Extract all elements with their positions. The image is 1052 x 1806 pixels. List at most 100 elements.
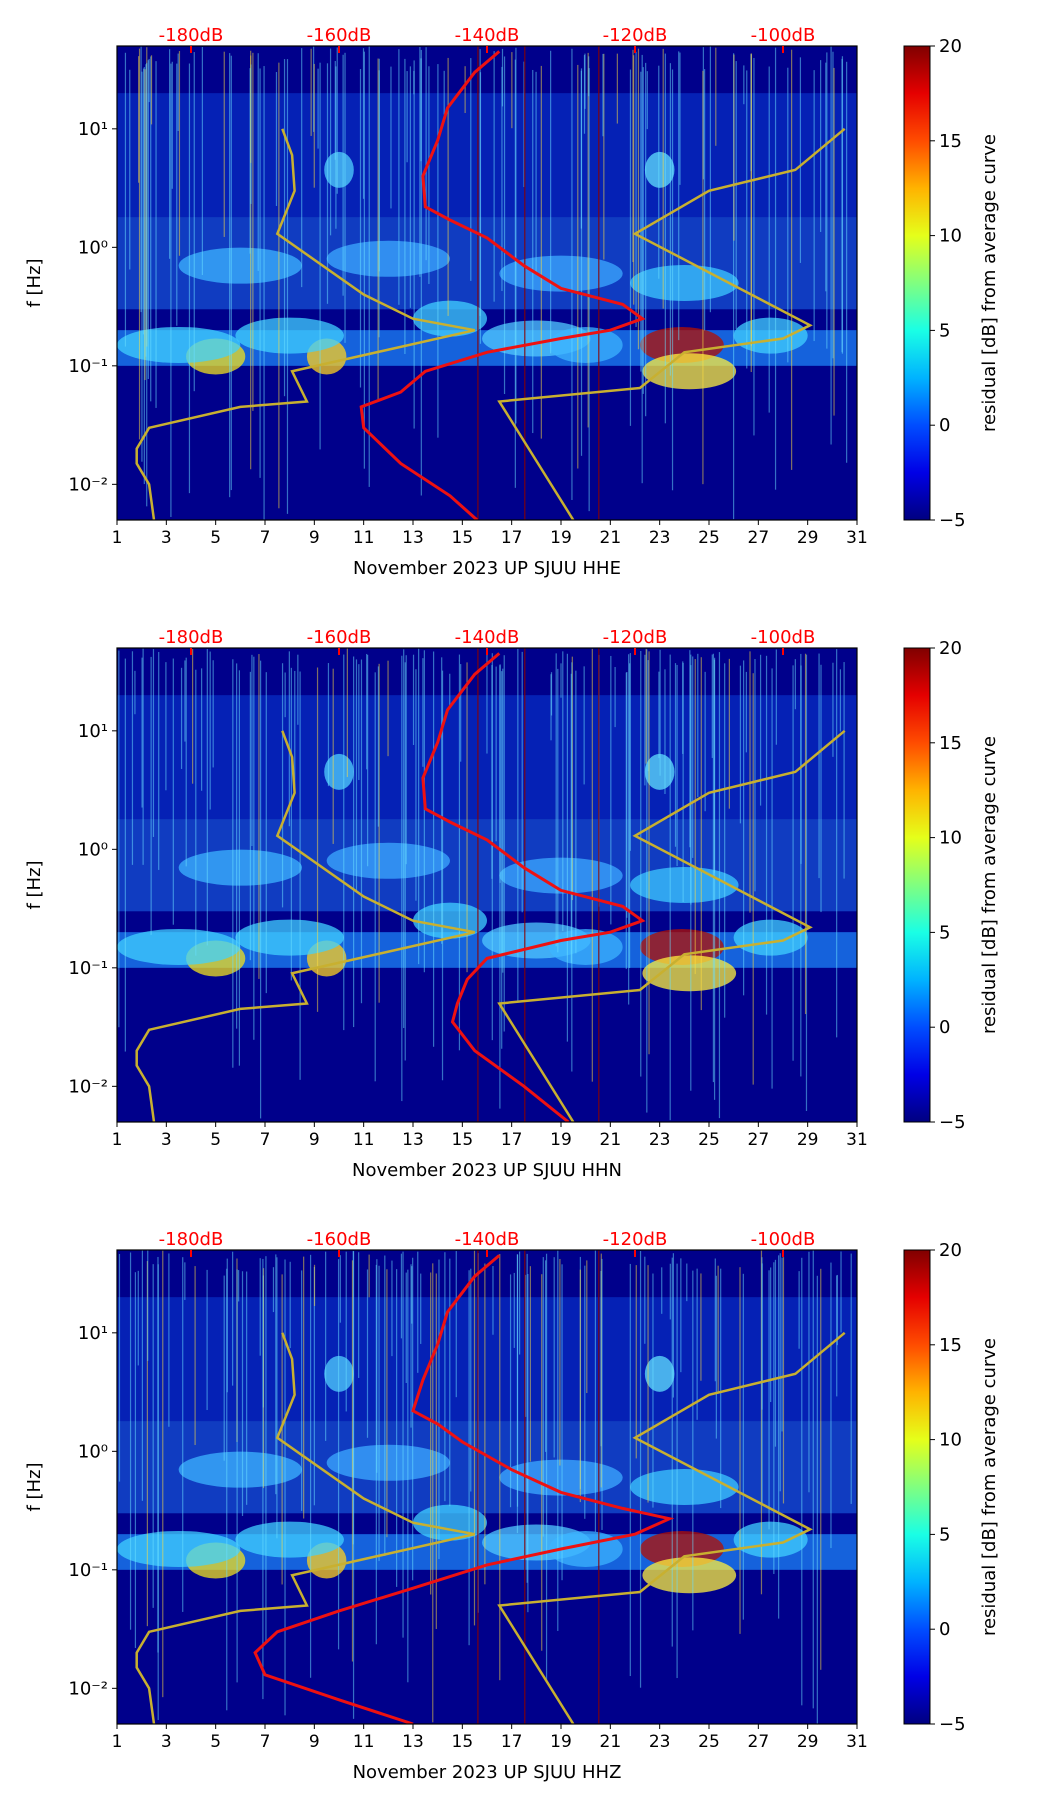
x-tick-label: 7 [260,1130,271,1150]
y-tick-label: 10⁻¹ [68,1560,108,1581]
y-tick-label: 10⁻² [68,474,108,495]
colorbar-tick-label: 0 [939,1619,950,1640]
spectrogram-image [117,648,857,1122]
colorbar-label: residual [dB] from average curve [979,1338,1000,1636]
x-axis-label: November 2023 UP SJUU HHN [352,1160,622,1181]
top-db-label: -160dB [307,25,372,46]
spectrogram-panel-hhe: 1 3 5 7 9 11 13 15 17 19 21 23 25 27 29 31 November 2023… [0,0,1052,600]
series-line-noise-model-low [135,128,475,520]
x-tick-label: 9 [309,528,320,548]
y-tick-label: 10⁰ [78,237,108,258]
colorbar-tick-label: 10 [939,1430,962,1451]
y-tick-label: 10⁻² [68,1076,108,1097]
colorbar-tick-label: 20 [939,36,962,57]
colorbar [903,45,931,521]
series-line-noise-model-low [135,730,475,1122]
series-line-mean-PSD [421,652,646,1122]
x-tick-label: 13 [402,1732,424,1752]
spectrogram-image [117,46,857,520]
x-tick-label: 21 [600,528,622,548]
colorbar-tick-label: −5 [939,1714,966,1735]
x-tick-label: 29 [797,528,819,548]
x-tick-label: 21 [600,1130,622,1150]
colorbar-tick-label: −5 [939,510,966,531]
colorbar [903,1249,931,1725]
x-tick-label: 11 [353,528,375,548]
colorbar-tick-label: 20 [939,1240,962,1261]
top-db-label: -160dB [307,627,372,648]
x-tick-label: 5 [210,528,221,548]
y-tick-label: 10⁰ [78,1441,108,1462]
x-tick-label: 23 [649,528,671,548]
x-tick-label: 29 [797,1130,819,1150]
x-tick-label: 15 [452,1130,474,1150]
x-tick-label: 15 [452,1732,474,1752]
series-line-mean-PSD [359,50,646,520]
colorbar-tick-label: 5 [939,1524,950,1545]
x-tick-label: 23 [649,1732,671,1752]
colorbar-tick-label: 5 [939,922,950,943]
colorbar-tick-label: 20 [939,638,962,659]
colorbar-tick-label: 10 [939,226,962,247]
series-line-noise-model-high [497,127,846,520]
y-tick-label: 10⁰ [78,839,108,860]
top-db-label: -120dB [603,1229,668,1250]
x-axis-label: November 2023 UP SJUU HHE [353,558,621,579]
x-tick-label: 1 [112,1130,123,1150]
x-tick-label: 25 [698,1732,720,1752]
x-tick-label: 7 [260,1732,271,1752]
colorbar-tick-label: 15 [939,1335,962,1356]
x-tick-label: 11 [353,1732,375,1752]
series-line-mean-PSD [253,1254,675,1724]
x-tick-label: 29 [797,1732,819,1752]
top-db-label: -140dB [455,627,520,648]
x-tick-label: 17 [501,1732,523,1752]
colorbar-label: residual [dB] from average curve [979,134,1000,432]
x-tick-label: 31 [846,528,868,548]
colorbar-tick-label: 5 [939,320,950,341]
colorbar-label: residual [dB] from average curve [979,736,1000,1034]
x-tick-label: 21 [600,1732,622,1752]
y-tick-label: 10¹ [78,119,108,140]
x-axis-label: November 2023 UP SJUU HHZ [353,1762,622,1783]
x-tick-label: 25 [698,1130,720,1150]
y-tick-label: 10¹ [78,1323,108,1344]
top-db-label: -100dB [751,627,816,648]
x-tick-label: 23 [649,1130,671,1150]
x-tick-label: 19 [550,1130,572,1150]
x-tick-label: 11 [353,1130,375,1150]
top-db-label: -180dB [159,25,224,46]
x-tick-label: 27 [748,1732,770,1752]
y-axis-label: f [Hz] [24,258,45,307]
x-tick-label: 1 [112,1732,123,1752]
x-tick-label: 17 [501,528,523,548]
x-tick-label: 27 [748,528,770,548]
colorbar [903,647,931,1123]
top-db-label: -180dB [159,627,224,648]
top-db-label: -140dB [455,1229,520,1250]
y-tick-label: 10⁻² [68,1678,108,1699]
colorbar-tick-label: 15 [939,733,962,754]
x-tick-label: 13 [402,528,424,548]
x-tick-label: 9 [309,1130,320,1150]
top-db-label: -120dB [603,25,668,46]
top-db-label: -140dB [455,25,520,46]
x-tick-label: 31 [846,1130,868,1150]
series-line-noise-model-high [497,1331,846,1724]
x-tick-label: 1 [112,528,123,548]
x-tick-label: 3 [161,1732,172,1752]
colorbar-tick-label: −5 [939,1112,966,1133]
colorbar-tick-label: 0 [939,415,950,436]
top-db-label: -180dB [159,1229,224,1250]
x-tick-label: 3 [161,1130,172,1150]
colorbar-tick-label: 15 [939,131,962,152]
x-tick-label: 9 [309,1732,320,1752]
x-tick-label: 3 [161,528,172,548]
spectrogram-image [117,1250,857,1724]
colorbar-tick-label: 0 [939,1017,950,1038]
series-line-noise-model-low [135,1332,475,1724]
x-tick-label: 7 [260,528,271,548]
spectrogram-panel-hhz: 1 3 5 7 9 11 13 15 17 19 21 23 25 27 29 31 November 2023… [0,1204,1052,1804]
